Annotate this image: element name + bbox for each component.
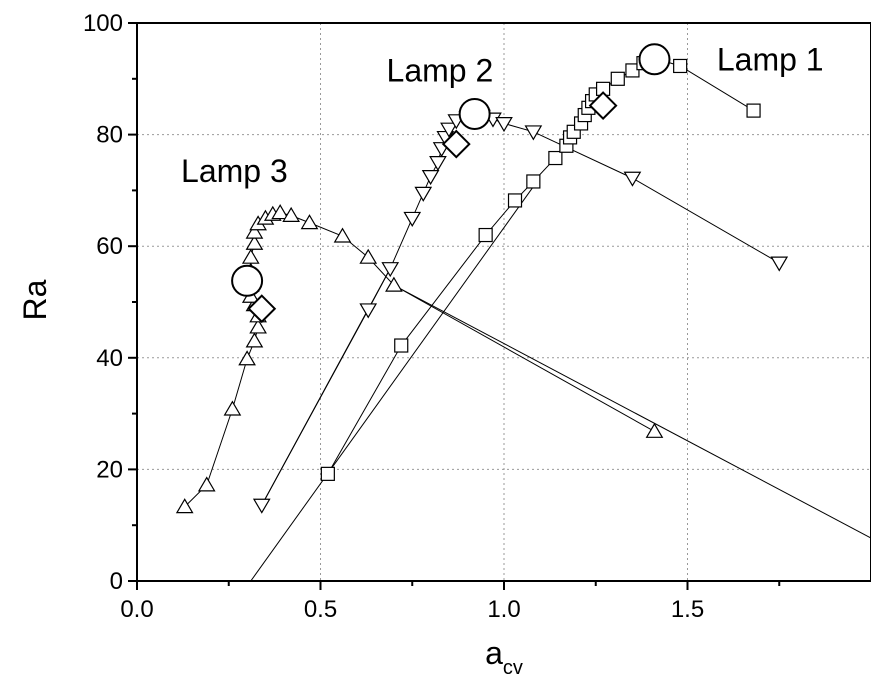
square-marker: [610, 71, 625, 86]
axis-ticks: 0.0 0.5 1.0 1.5 0 20 40 60 80 100: [83, 10, 781, 623]
series-annotation: Lamp 1: [717, 41, 824, 77]
triangle-down-marker: [403, 211, 422, 227]
triangle-down-marker: [440, 122, 458, 138]
triangle-up-marker: [238, 350, 256, 366]
diamond-marker: [588, 91, 618, 120]
triangle-up-marker: [333, 227, 352, 243]
triangle-down-marker: [623, 171, 642, 187]
triangle-down-marker: [495, 116, 513, 133]
x-axis-title: acv: [485, 635, 523, 679]
triangle-up-marker: [245, 332, 264, 348]
square-marker: [526, 174, 541, 189]
triangle-up-marker: [223, 400, 242, 416]
square-marker: [394, 338, 409, 353]
y-tick-label: 80: [96, 122, 123, 149]
annotations: Lamp 1 Lamp 2 Lamp 3: [181, 41, 824, 189]
triangle-down-marker: [429, 156, 447, 172]
x-tick-label: 0.0: [120, 596, 153, 623]
triangle-up-marker: [645, 422, 664, 438]
triangle-up-marker: [271, 204, 289, 220]
y-tick-label: 0: [110, 568, 123, 595]
triangle-up-marker: [249, 318, 267, 334]
grid: [137, 23, 871, 581]
fit-line: [393, 284, 871, 539]
series-annotation: Lamp 2: [387, 53, 494, 89]
diamond-marker: [441, 129, 471, 159]
circle-marker: [638, 43, 671, 76]
x-tick-label: 1.0: [487, 596, 520, 623]
fit-line: [250, 181, 538, 582]
x-tick-label: 0.5: [304, 596, 337, 623]
square-marker: [320, 466, 335, 481]
triangle-down-marker: [524, 125, 543, 141]
y-tick-label: 20: [96, 456, 123, 483]
triangle-up-marker: [282, 206, 300, 222]
square-marker: [625, 63, 640, 78]
series-lines: [184, 58, 871, 582]
triangle-up-marker: [385, 276, 403, 292]
triangle-up-marker: [359, 248, 378, 264]
series-annotation: Lamp 3: [181, 153, 288, 189]
y-tick-label: 60: [96, 233, 123, 260]
triangle-up-marker: [175, 498, 194, 514]
y-tick-label: 100: [83, 10, 123, 37]
triangle-up-marker: [197, 476, 216, 492]
x-tick-label: 1.5: [671, 596, 704, 623]
square-marker: [507, 193, 523, 208]
triangle-down-marker: [381, 262, 400, 278]
triangle-up-marker: [241, 248, 260, 264]
x-axis-title-subscript: cv: [503, 657, 523, 679]
circle-marker: [231, 264, 264, 297]
square-marker: [746, 103, 761, 118]
triangle-up-marker: [300, 214, 319, 230]
triangle-down-marker: [770, 256, 789, 272]
x-axis-title-main: a: [485, 635, 503, 671]
triangle-down-marker: [421, 170, 440, 186]
square-marker: [673, 58, 688, 74]
y-tick-label: 40: [96, 345, 123, 372]
y-axis-title: Ra: [17, 279, 53, 320]
triangle-up-marker: [245, 234, 264, 250]
series-line: [261, 115, 780, 506]
triangle-down-marker: [414, 186, 433, 202]
square-marker: [548, 150, 563, 166]
series-markers: [175, 43, 789, 514]
triangle-down-marker: [252, 498, 271, 514]
triangle-up-marker: [245, 223, 264, 239]
circle-marker: [458, 97, 491, 130]
diamond-marker: [247, 294, 277, 324]
triangle-down-marker: [359, 303, 378, 319]
square-marker: [478, 227, 493, 243]
